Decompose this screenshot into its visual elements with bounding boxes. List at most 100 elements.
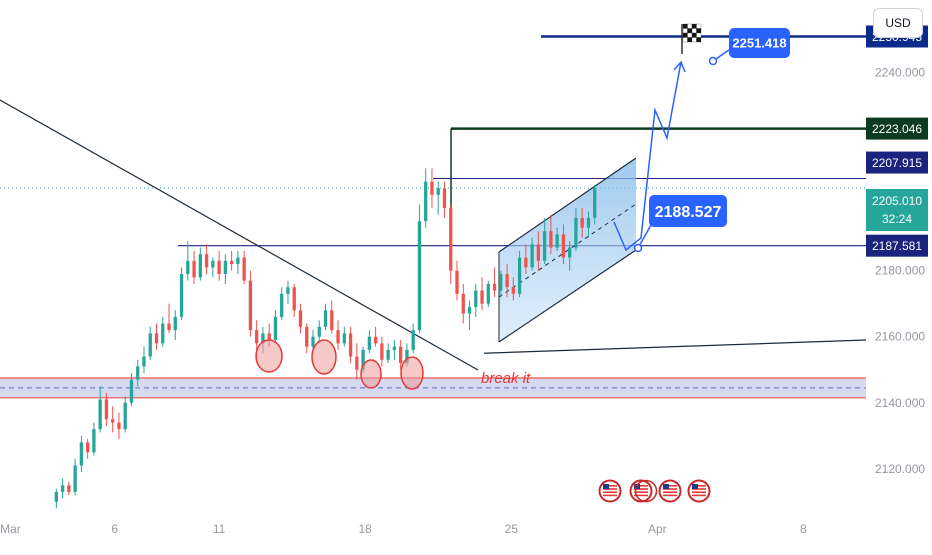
candle-body (117, 422, 121, 430)
candle-body (142, 356, 146, 367)
candle-body (436, 188, 440, 195)
flag-square (682, 28, 688, 34)
flag-square (682, 32, 688, 38)
candle-body (136, 366, 140, 380)
us-event-flag-icon[interactable] (629, 479, 658, 503)
x-tick-label: 25 (505, 522, 519, 536)
channel-lower (498, 249, 637, 343)
candle-body (323, 310, 328, 327)
candle-body (217, 260, 221, 275)
flag-square (682, 37, 688, 43)
event-stripe (663, 488, 677, 490)
candle-body (192, 260, 196, 278)
flag-square (687, 37, 693, 43)
event-ring-extra (634, 479, 658, 503)
price-tag-2207: 2207.915 (872, 156, 922, 170)
candle-body (411, 330, 415, 350)
flag-square (682, 23, 688, 29)
countdown-label: 32:24 (882, 212, 912, 226)
x-tick-label: 8 (800, 522, 807, 536)
low-circle-marker (400, 356, 424, 390)
price-tag-2223-box (866, 117, 928, 140)
event-ring (687, 479, 711, 503)
current-price-label: 2205.010 (872, 194, 922, 208)
candle-body (417, 221, 422, 331)
callout-target-anchor (708, 56, 718, 66)
event-stripe (663, 491, 677, 493)
flag-square (691, 37, 697, 43)
flag-square (696, 37, 702, 43)
low-circle-marker (360, 359, 382, 389)
candle-body (111, 419, 115, 423)
candle-body (455, 270, 459, 294)
candle-body (198, 254, 202, 278)
channel-mid (498, 203, 637, 298)
candle-body (405, 349, 409, 364)
candle-body (67, 485, 71, 492)
us-event-flag-icon[interactable] (687, 479, 711, 503)
candle-body (236, 257, 240, 265)
descending-trendline (0, 99, 479, 371)
us-event-flag-icon[interactable] (658, 479, 682, 503)
x-tick-label: Mar (0, 522, 21, 536)
candle-body (361, 349, 365, 370)
price-tag-2207-box (866, 151, 928, 174)
callout-current-box (649, 195, 727, 227)
flag-square (696, 28, 702, 34)
flag-square (687, 23, 693, 29)
candle-body (492, 283, 497, 291)
candle-body (568, 247, 572, 258)
event-stripe (634, 494, 648, 497)
y-tick-label: 2240.000 (875, 66, 925, 80)
y-tick-label: 2120.000 (875, 462, 925, 476)
checkered-flag-icon (681, 23, 702, 54)
current-price-box (866, 189, 928, 231)
candle-body (399, 346, 403, 364)
candle-body (292, 287, 296, 311)
candle-body (98, 399, 102, 430)
candle-body (330, 310, 334, 331)
candle-body (586, 217, 591, 228)
event-canton (603, 484, 609, 489)
flag-square (691, 28, 697, 34)
candle-body (442, 188, 447, 208)
channel-upper (498, 157, 637, 253)
flag-square (691, 23, 697, 29)
candle-body (261, 333, 265, 344)
candle-body (167, 323, 171, 331)
candle-body (499, 274, 503, 291)
candle-body (467, 307, 472, 314)
candle-body (229, 260, 234, 265)
candle-body (424, 181, 428, 222)
candle-body (248, 280, 253, 331)
candle-body (536, 244, 541, 261)
callout-target-box (729, 28, 790, 58)
x-tick-label: Apr (648, 522, 667, 536)
flag-square (691, 32, 697, 38)
candle-body (386, 349, 390, 360)
price-tag-2187-box (866, 234, 928, 257)
candle-body (530, 244, 534, 268)
candle-body (60, 485, 65, 492)
event-stripe (603, 485, 617, 487)
candle-body (449, 207, 453, 271)
candle-body (430, 181, 434, 195)
event-stripe (692, 488, 706, 490)
candle-body (355, 356, 359, 370)
candle-body (148, 333, 152, 357)
candle-body (273, 316, 278, 341)
candle-body (474, 290, 478, 308)
currency-button[interactable]: USD (873, 8, 923, 38)
projected-path-arrowhead (673, 60, 686, 73)
candle-body (486, 283, 490, 304)
y-tick-label: 2160.000 (875, 330, 925, 344)
x-tick-label: 6 (111, 522, 118, 536)
event-ring (598, 479, 622, 503)
us-event-flag-icon[interactable] (598, 479, 622, 503)
projected-path (613, 61, 682, 252)
callout-target-text: 2251.418 (732, 36, 786, 51)
candle-body (204, 254, 209, 268)
candle-body (574, 217, 578, 248)
